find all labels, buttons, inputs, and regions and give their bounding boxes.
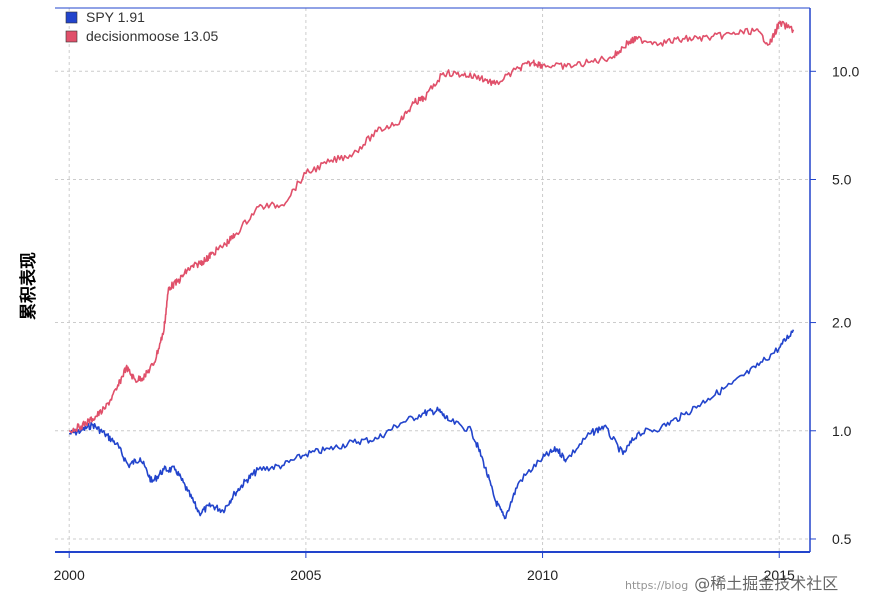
legend: SPY 1.91 decisionmoose 13.05 [65,9,219,44]
y-tick-label: 5.0 [832,172,852,188]
watermark: https://blog @稀土掘金技术社区 [625,570,838,594]
y-tick-label: 0.5 [832,531,852,547]
x-tick-label: 2000 [54,567,85,583]
legend-swatch-SPY [65,11,78,24]
watermark-url: https://blog [625,579,689,592]
series-line-decisionmoose [69,20,795,434]
y-tick-label: 1.0 [832,423,852,439]
y-tick-label: 2.0 [832,315,852,331]
axes: 2000 2005 2010 2015 0.5 1.0 2.0 5.0 10.0 [54,7,859,583]
series-line-SPY [68,329,795,520]
legend-label-decisionmoose: decisionmoose 13.05 [86,28,219,44]
series-layer [68,20,795,520]
legend-label-SPY: SPY 1.91 [86,9,145,25]
y-axis-label: 累积表现 [19,252,39,320]
watermark-text: @稀土掘金技术社区 [694,574,839,593]
x-tick-label: 2010 [527,567,558,583]
legend-swatch-decisionmoose [65,30,78,43]
x-tick-label: 2015 [764,567,795,583]
x-tick-label: 2005 [290,567,321,583]
y-tick-label: 10.0 [832,63,859,79]
grid [55,8,810,552]
